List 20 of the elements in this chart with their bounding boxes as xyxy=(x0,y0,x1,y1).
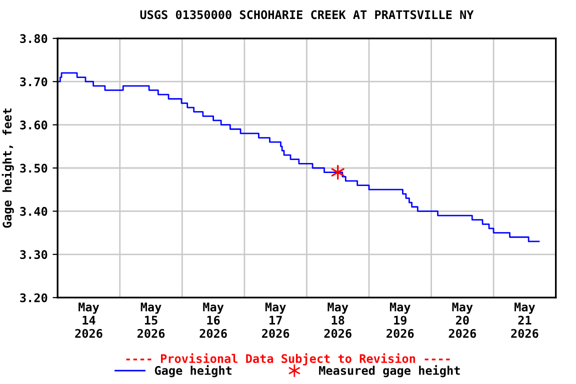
x-tick-label: May 19 2026 xyxy=(386,302,414,338)
y-tick-label: 3.30 xyxy=(20,250,48,260)
y-tick-label: 3.70 xyxy=(20,77,48,86)
x-tick-label: May 16 2026 xyxy=(200,302,227,338)
x-tick-label: May 21 2026 xyxy=(511,302,538,338)
text: ---- Provisional Data Subject to Revision ---- xyxy=(126,353,450,366)
x-tick-label: May 20 2026 xyxy=(448,302,476,338)
y-tick-label: 3.60 xyxy=(20,120,48,130)
y-tick-label: 3.40 xyxy=(20,206,48,216)
y-tick-label: 3.80 xyxy=(20,34,48,44)
y-tick-label: 3.50 xyxy=(20,164,48,173)
x-tick-label: May 18 2026 xyxy=(324,302,352,338)
legend-label: Measured gage height xyxy=(319,365,460,378)
y-tick-label: 3.20 xyxy=(20,293,48,302)
x-tick-label: May 15 2026 xyxy=(137,302,165,338)
legend-label: Gage height xyxy=(154,365,232,378)
y-axis-title: Gage height, feet xyxy=(2,108,14,228)
chart-title: USGS 01350000 SCHOHARIE CREEK AT PRATTSVILLE NY xyxy=(140,10,474,20)
x-tick-label: May 17 2026 xyxy=(262,302,290,338)
x-tick-label: May 14 2026 xyxy=(75,302,102,338)
